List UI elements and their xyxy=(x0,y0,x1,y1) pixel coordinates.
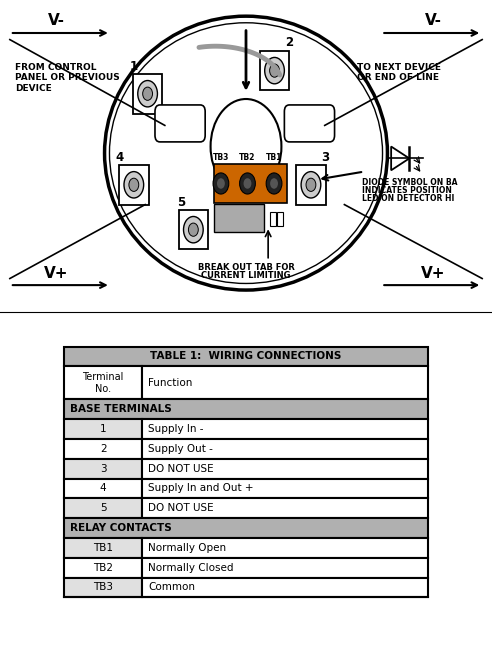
FancyBboxPatch shape xyxy=(214,164,287,203)
Text: DO NOT USE: DO NOT USE xyxy=(148,463,214,474)
Text: LED ON DETECTOR HI: LED ON DETECTOR HI xyxy=(362,194,454,203)
Circle shape xyxy=(188,223,198,236)
FancyBboxPatch shape xyxy=(64,439,142,459)
Ellipse shape xyxy=(105,16,388,290)
Circle shape xyxy=(213,173,229,194)
Text: 4: 4 xyxy=(100,483,106,494)
Text: 3: 3 xyxy=(100,463,106,474)
FancyBboxPatch shape xyxy=(260,51,289,90)
Text: TABLE 1:  WIRING CONNECTIONS: TABLE 1: WIRING CONNECTIONS xyxy=(151,351,341,362)
FancyBboxPatch shape xyxy=(64,459,142,478)
Text: TB3: TB3 xyxy=(93,582,113,593)
Text: Normally Open: Normally Open xyxy=(148,543,226,553)
FancyBboxPatch shape xyxy=(214,204,264,232)
FancyBboxPatch shape xyxy=(142,538,428,558)
FancyBboxPatch shape xyxy=(64,478,142,498)
FancyBboxPatch shape xyxy=(270,212,276,226)
Text: TB2: TB2 xyxy=(93,562,113,573)
FancyBboxPatch shape xyxy=(142,498,428,518)
FancyBboxPatch shape xyxy=(64,538,142,558)
Circle shape xyxy=(270,64,279,77)
Text: 4: 4 xyxy=(115,150,123,164)
Text: 3: 3 xyxy=(322,150,330,164)
FancyBboxPatch shape xyxy=(142,459,428,478)
Text: V-: V- xyxy=(48,13,65,28)
Text: DO NOT USE: DO NOT USE xyxy=(148,503,214,513)
Text: V-: V- xyxy=(425,13,441,28)
Text: FROM CONTROL: FROM CONTROL xyxy=(15,63,96,72)
Text: Normally Closed: Normally Closed xyxy=(148,562,234,573)
Circle shape xyxy=(129,178,139,191)
Text: 1: 1 xyxy=(100,424,106,434)
FancyBboxPatch shape xyxy=(142,439,428,459)
FancyBboxPatch shape xyxy=(64,558,142,578)
Text: V+: V+ xyxy=(421,265,445,280)
Text: 2: 2 xyxy=(100,444,106,454)
Circle shape xyxy=(301,172,321,198)
Circle shape xyxy=(266,173,282,194)
FancyBboxPatch shape xyxy=(155,105,205,142)
FancyBboxPatch shape xyxy=(142,478,428,498)
Circle shape xyxy=(143,87,153,100)
Circle shape xyxy=(211,99,281,194)
Circle shape xyxy=(244,178,251,189)
Text: INDICATES POSITION: INDICATES POSITION xyxy=(362,186,452,195)
Text: OR END OF LINE: OR END OF LINE xyxy=(357,73,439,82)
Text: Supply In and Out +: Supply In and Out + xyxy=(148,483,254,494)
FancyBboxPatch shape xyxy=(284,105,335,142)
FancyBboxPatch shape xyxy=(64,399,428,419)
Text: RELAY CONTACTS: RELAY CONTACTS xyxy=(70,523,172,533)
FancyBboxPatch shape xyxy=(142,558,428,578)
Text: CURRENT LIMITING: CURRENT LIMITING xyxy=(201,271,291,280)
Text: Supply Out -: Supply Out - xyxy=(148,444,213,454)
Circle shape xyxy=(270,178,278,189)
Text: BREAK OUT TAB FOR: BREAK OUT TAB FOR xyxy=(198,263,294,272)
FancyBboxPatch shape xyxy=(64,518,428,538)
Text: V+: V+ xyxy=(44,265,69,280)
Text: TB2: TB2 xyxy=(239,152,256,162)
Circle shape xyxy=(184,216,203,243)
Text: 5: 5 xyxy=(100,503,106,513)
Circle shape xyxy=(124,172,144,198)
Circle shape xyxy=(240,173,255,194)
FancyBboxPatch shape xyxy=(142,366,428,399)
Circle shape xyxy=(265,57,284,84)
Text: TB1: TB1 xyxy=(266,152,282,162)
Text: TO NEXT DEVICE: TO NEXT DEVICE xyxy=(357,63,441,72)
Text: 2: 2 xyxy=(285,36,293,49)
FancyBboxPatch shape xyxy=(64,419,142,439)
FancyBboxPatch shape xyxy=(142,578,428,597)
FancyBboxPatch shape xyxy=(179,210,208,249)
FancyBboxPatch shape xyxy=(119,165,149,205)
FancyBboxPatch shape xyxy=(296,165,326,205)
FancyBboxPatch shape xyxy=(64,498,142,518)
FancyBboxPatch shape xyxy=(133,74,162,114)
FancyBboxPatch shape xyxy=(277,212,283,226)
FancyBboxPatch shape xyxy=(64,578,142,597)
Text: DIODE SYMBOL ON BA: DIODE SYMBOL ON BA xyxy=(362,178,457,187)
FancyBboxPatch shape xyxy=(64,346,428,366)
FancyBboxPatch shape xyxy=(64,366,142,399)
Text: Terminal
No.: Terminal No. xyxy=(83,372,124,393)
Circle shape xyxy=(217,178,225,189)
Circle shape xyxy=(138,81,157,107)
Text: Supply In -: Supply In - xyxy=(148,424,204,434)
Text: 1: 1 xyxy=(130,59,138,73)
Text: Function: Function xyxy=(148,378,192,388)
Text: Common: Common xyxy=(148,582,195,593)
Text: DEVICE: DEVICE xyxy=(15,84,52,93)
FancyBboxPatch shape xyxy=(142,419,428,439)
Text: TB3: TB3 xyxy=(213,152,229,162)
Text: 5: 5 xyxy=(177,195,185,209)
Text: TB1: TB1 xyxy=(93,543,113,553)
Text: BASE TERMINALS: BASE TERMINALS xyxy=(70,404,172,414)
Text: PANEL OR PREVIOUS: PANEL OR PREVIOUS xyxy=(15,73,120,82)
Circle shape xyxy=(306,178,316,191)
